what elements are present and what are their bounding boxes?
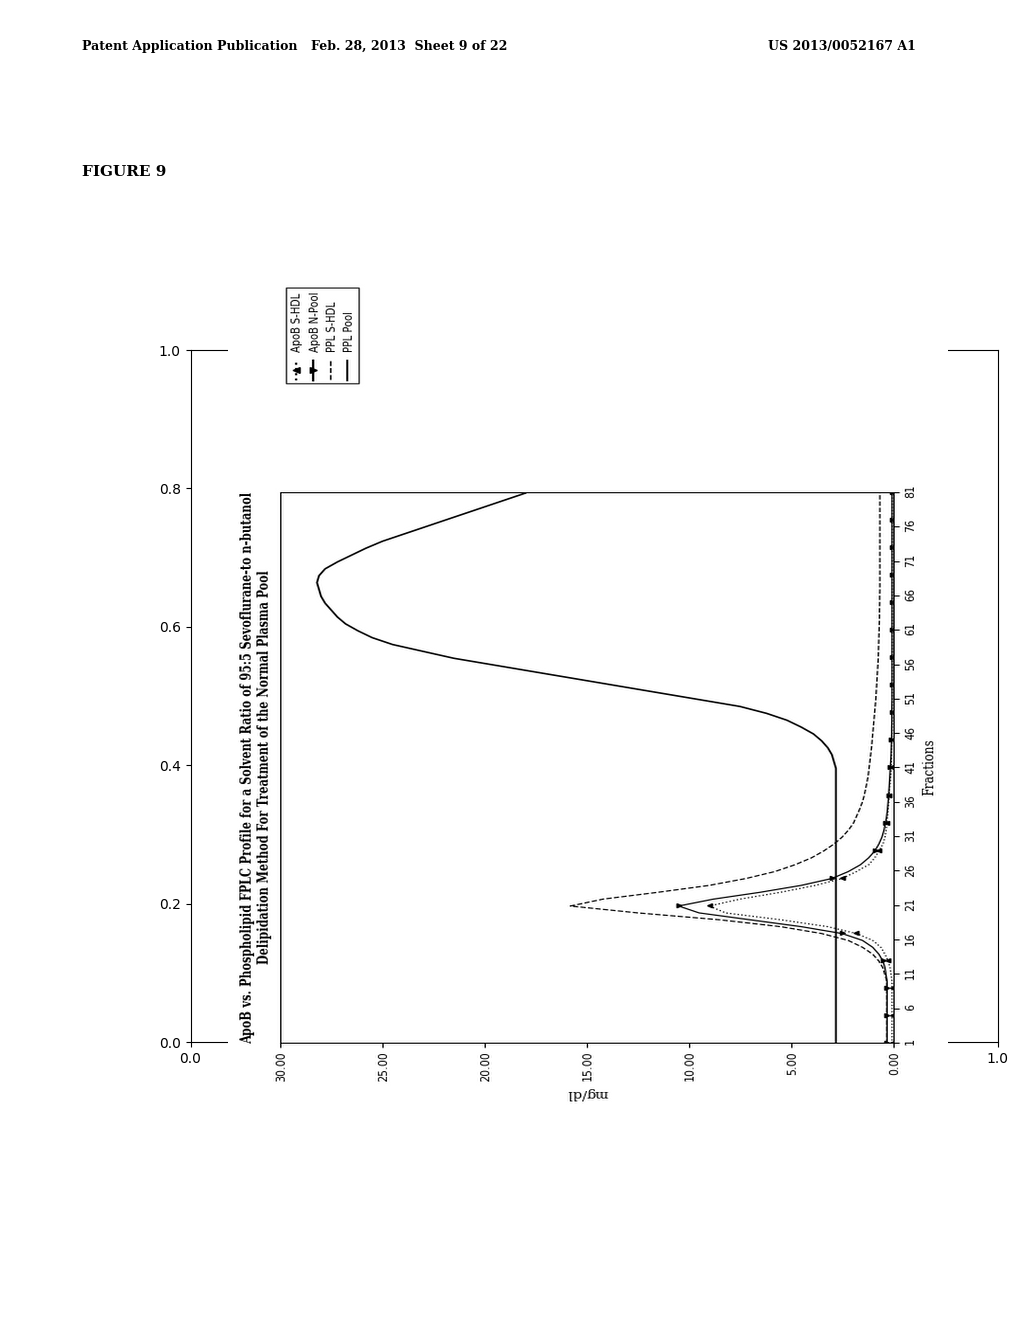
Text: US 2013/0052167 A1: US 2013/0052167 A1: [768, 40, 915, 53]
Text: Feb. 28, 2013  Sheet 9 of 22: Feb. 28, 2013 Sheet 9 of 22: [311, 40, 508, 53]
Text: Patent Application Publication: Patent Application Publication: [82, 40, 297, 53]
Text: FIGURE 9: FIGURE 9: [82, 165, 166, 180]
